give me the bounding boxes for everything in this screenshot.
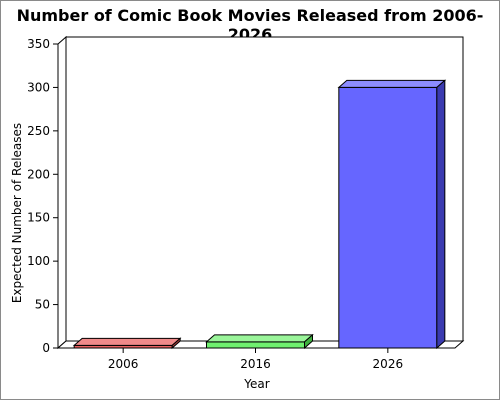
bar-side xyxy=(436,79,446,350)
y-tick-label: 350 xyxy=(27,37,50,51)
y-tick-label: 150 xyxy=(27,211,50,225)
x-tick-label: 2016 xyxy=(240,357,271,371)
bar-front xyxy=(338,86,438,349)
bars xyxy=(72,79,447,350)
x-axis-ticks: 2006 2016 2026 xyxy=(108,348,403,371)
y-tick-label: 200 xyxy=(27,167,50,181)
bar-top xyxy=(205,334,314,343)
y-tick-label: 0 xyxy=(42,341,50,355)
bar-2026 xyxy=(337,79,447,350)
y-tick-label: 50 xyxy=(35,298,50,312)
y-tick-label: 250 xyxy=(27,124,50,138)
bar-front xyxy=(206,341,305,349)
y-tick-label: 300 xyxy=(27,80,50,94)
x-tick-label: 2006 xyxy=(108,357,139,371)
bar-top xyxy=(72,337,182,346)
y-axis-label: Expected Number of Releases xyxy=(10,123,24,303)
bar-2006 xyxy=(72,337,182,350)
x-axis-label: Year xyxy=(243,377,269,391)
bar-top xyxy=(337,79,447,88)
bar-side xyxy=(171,337,181,350)
y-axis-ticks: 0 50 100 150 200 250 300 350 xyxy=(27,37,58,355)
x-tick-label: 2026 xyxy=(373,357,404,371)
bar-side xyxy=(304,333,313,350)
y-tick-label: 100 xyxy=(27,254,50,268)
bar-2016 xyxy=(205,333,314,350)
